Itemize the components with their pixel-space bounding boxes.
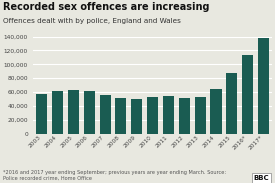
Bar <box>116 98 127 134</box>
Text: *2016 and 2017 year ending September; previous years are year ending March. Sour: *2016 and 2017 year ending September; pr… <box>3 170 226 181</box>
Bar <box>242 55 253 134</box>
Bar <box>84 91 95 134</box>
Bar <box>68 90 79 134</box>
Bar <box>195 97 206 134</box>
Bar <box>163 96 174 134</box>
Bar <box>226 73 237 134</box>
Bar <box>131 99 142 134</box>
Text: Recorded sex offences are increasing: Recorded sex offences are increasing <box>3 2 209 12</box>
Text: Offences dealt with by police, England and Wales: Offences dealt with by police, England a… <box>3 18 181 24</box>
Bar <box>52 91 63 134</box>
Bar <box>210 89 222 134</box>
Bar <box>179 98 190 134</box>
Bar <box>258 38 269 134</box>
Bar <box>100 95 111 134</box>
Text: BBC: BBC <box>254 175 270 181</box>
Bar <box>147 97 158 134</box>
Bar <box>36 94 47 134</box>
